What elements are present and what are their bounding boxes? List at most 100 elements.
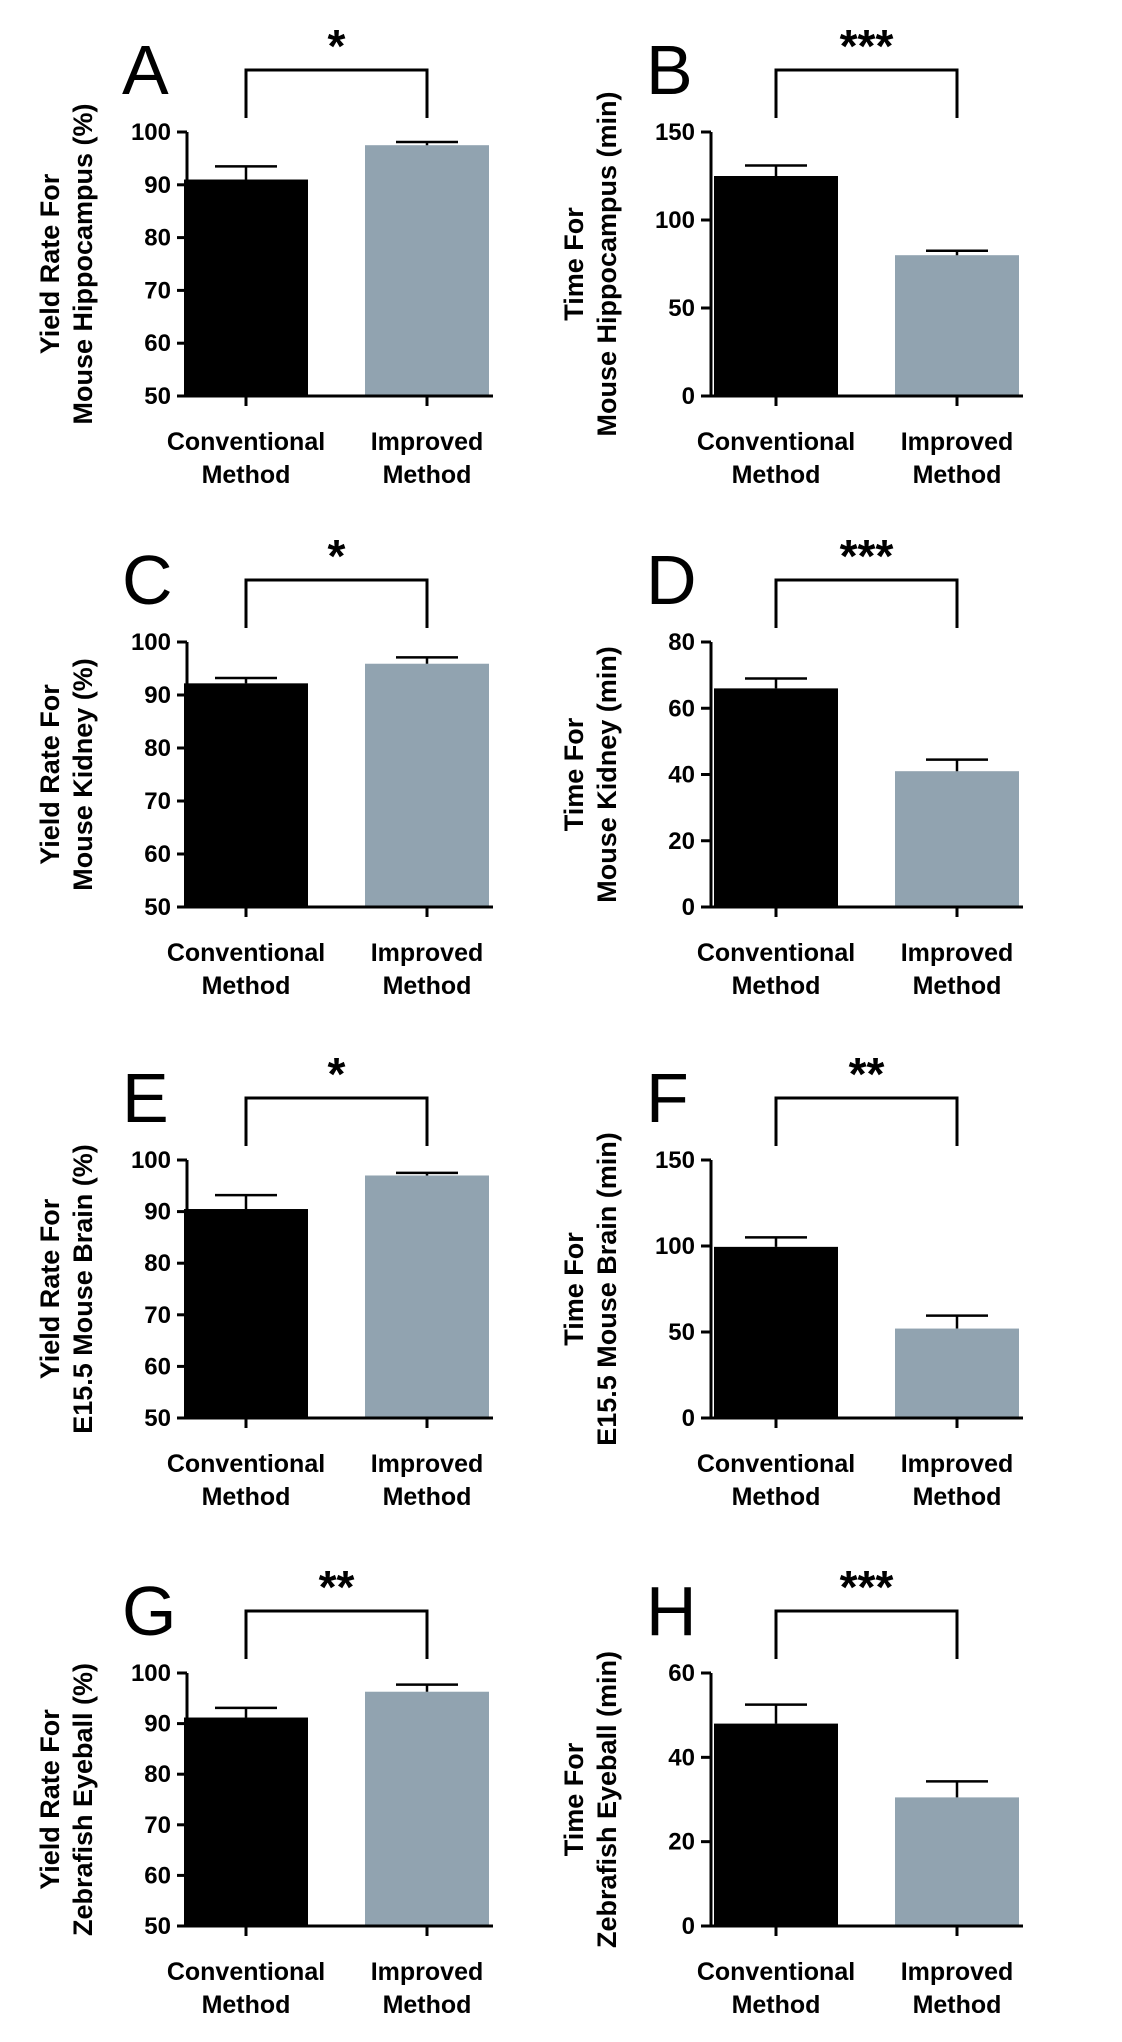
- x-category-label: Improved: [371, 428, 484, 456]
- y-tick-label: 80: [144, 225, 171, 252]
- error-bar: [745, 677, 807, 689]
- error-bar: [745, 1236, 807, 1247]
- x-category-label: Method: [913, 972, 1002, 1000]
- y-axis-label: Mouse Hippocampus (%): [68, 103, 98, 424]
- x-category-label: Conventional: [167, 428, 325, 456]
- panel-c: 50 60 70 80 90 100 Conventional Method Improved M…: [35, 530, 493, 1000]
- bar-conventional: [184, 1717, 308, 1926]
- y-tick-label: 0: [682, 383, 695, 410]
- significance-stars: ***: [840, 1561, 894, 1613]
- y-tick-label: 150: [655, 119, 695, 146]
- panel-g: 50 60 70 80 90 100 Conventional Method Improved M…: [35, 1561, 493, 2019]
- y-axis-label: Yield Rate For: [35, 173, 65, 354]
- panel-label: G: [122, 1572, 176, 1650]
- y-axis-label: Zebrafish Eyeball (min): [592, 1651, 622, 1948]
- x-category-label: Conventional: [167, 1958, 325, 1986]
- x-category-label: Method: [732, 972, 821, 1000]
- error-bar: [926, 1780, 988, 1798]
- y-axis-label: Time For: [559, 207, 589, 321]
- x-category-label: Method: [202, 1991, 291, 2019]
- bar-improved: [895, 1797, 1019, 1926]
- y-tick-label: 0: [682, 1913, 695, 1940]
- y-axis-label: E15.5 Mouse Brain (%): [68, 1144, 98, 1434]
- error-bar: [926, 249, 988, 256]
- y-axis-label: Zebrafish Eyeball (%): [68, 1663, 98, 1936]
- x-category-label: Conventional: [697, 939, 855, 967]
- y-tick-label: 20: [668, 1829, 695, 1856]
- y-tick-label: 100: [131, 119, 171, 146]
- significance-stars: *: [328, 20, 346, 72]
- y-tick-label: 90: [144, 682, 171, 709]
- x-category-label: Method: [732, 461, 821, 489]
- x-category-label: Improved: [371, 1450, 484, 1478]
- significance-bracket: [774, 1609, 959, 1659]
- error-bar: [926, 1314, 988, 1329]
- significance-bracket: [244, 578, 429, 628]
- y-tick-label: 100: [655, 1233, 695, 1260]
- y-tick-label: 70: [144, 1302, 171, 1329]
- y-tick-label: 80: [144, 1761, 171, 1788]
- x-category-label: Method: [383, 972, 472, 1000]
- bar-conventional: [714, 176, 838, 396]
- x-category-label: Method: [202, 461, 291, 489]
- bar-improved: [365, 145, 489, 396]
- y-tick-label: 90: [144, 1199, 171, 1226]
- y-tick-label: 50: [144, 383, 171, 410]
- error-bar: [396, 656, 458, 664]
- error-bar: [926, 758, 988, 772]
- bar-conventional: [184, 683, 308, 907]
- panel-label: D: [646, 541, 697, 619]
- error-bar: [396, 1171, 458, 1176]
- error-bar: [745, 164, 807, 176]
- y-tick-label: 70: [144, 788, 171, 815]
- y-tick-label: 60: [144, 841, 171, 868]
- panel-f: 0 50 100 150 Conventional Method Improved Metho…: [559, 1048, 1023, 1511]
- error-bar: [396, 1683, 458, 1692]
- x-category-label: Method: [202, 1483, 291, 1511]
- panel-e: 50 60 70 80 90 100 Conventional Method Improved M…: [35, 1048, 493, 1511]
- y-tick-label: 20: [668, 828, 695, 855]
- x-category-label: Conventional: [697, 1450, 855, 1478]
- y-axis-label: E15.5 Mouse Brain (min): [592, 1132, 622, 1446]
- bar-improved: [895, 1328, 1019, 1418]
- y-tick-label: 0: [682, 1405, 695, 1432]
- y-axis-label: Mouse Kidney (%): [68, 658, 98, 891]
- significance-bracket: [774, 578, 959, 628]
- y-axis-label: Yield Rate For: [35, 1709, 65, 1890]
- y-tick-label: 50: [668, 295, 695, 322]
- significance-stars: ***: [840, 530, 894, 582]
- panel-label: B: [646, 31, 693, 109]
- error-bar: [215, 165, 277, 180]
- significance-bracket: [774, 1096, 959, 1146]
- error-bar: [215, 1193, 277, 1210]
- significance-bracket: [244, 68, 429, 118]
- bar-improved: [365, 1691, 489, 1926]
- y-tick-label: 50: [668, 1319, 695, 1346]
- x-category-label: Method: [383, 1991, 472, 2019]
- bar-conventional: [184, 179, 308, 396]
- y-tick-label: 70: [144, 277, 171, 304]
- y-axis-label: Mouse Kidney (min): [592, 646, 622, 903]
- y-tick-label: 60: [144, 1862, 171, 1889]
- y-axis-label: Mouse Hippocampus (min): [592, 91, 622, 436]
- bar-conventional: [714, 1246, 838, 1418]
- y-axis-label: Time For: [559, 1742, 589, 1856]
- x-category-label: Conventional: [167, 939, 325, 967]
- y-tick-label: 80: [144, 735, 171, 762]
- x-category-label: Method: [732, 1483, 821, 1511]
- significance-bracket: [244, 1609, 429, 1659]
- y-tick-label: 40: [668, 762, 695, 789]
- x-category-label: Method: [202, 972, 291, 1000]
- significance-bracket: [774, 68, 959, 118]
- x-category-label: Improved: [371, 939, 484, 967]
- y-tick-label: 90: [144, 1711, 171, 1738]
- y-axis-label: Time For: [559, 1232, 589, 1346]
- error-bar: [745, 1703, 807, 1724]
- y-tick-label: 100: [131, 629, 171, 656]
- x-category-label: Conventional: [697, 1958, 855, 1986]
- panel-h: 0 20 40 60 Conventional Method Improved Method T…: [559, 1561, 1023, 2019]
- y-tick-label: 40: [668, 1744, 695, 1771]
- y-tick-label: 50: [144, 1913, 171, 1940]
- x-category-label: Method: [383, 1483, 472, 1511]
